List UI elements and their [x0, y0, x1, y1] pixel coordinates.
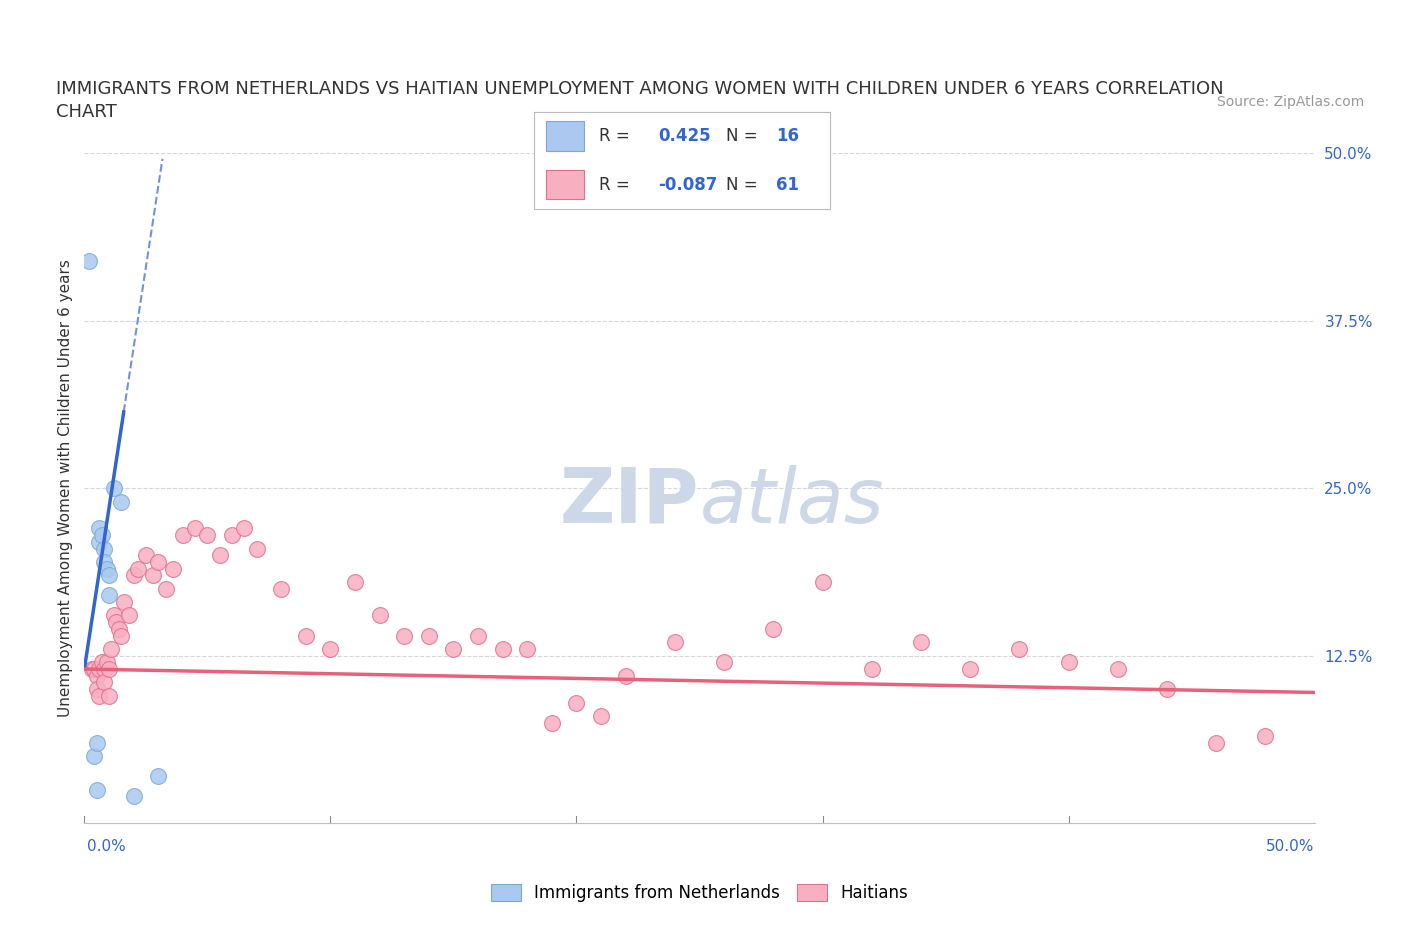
Point [148, 769, 170, 784]
Point [118, 608, 141, 623]
Point [122, 789, 145, 804]
Legend: Immigrants from Netherlands, Haitians: Immigrants from Netherlands, Haitians [484, 877, 915, 909]
Point [96, 655, 118, 670]
Point [103, 608, 125, 623]
Point [443, 642, 465, 657]
Point [98, 688, 121, 703]
Point [93, 554, 115, 569]
Text: 50.0%: 50.0% [1267, 839, 1315, 854]
Point [89, 535, 111, 550]
Point [96, 561, 118, 576]
Point [86, 669, 108, 684]
Point [418, 628, 440, 643]
Point [93, 675, 115, 690]
Point [103, 481, 125, 496]
Point [565, 695, 588, 710]
Point [83, 749, 105, 764]
Text: 0.0%: 0.0% [87, 839, 127, 854]
Point [90, 527, 112, 542]
Point [1008, 642, 1031, 657]
Point [155, 581, 177, 596]
Point [344, 575, 367, 590]
Text: ZIP: ZIP [560, 465, 700, 538]
Point [811, 575, 834, 590]
Point [89, 521, 111, 536]
Point [295, 628, 318, 643]
Text: 0.425: 0.425 [658, 127, 711, 145]
Point [246, 541, 269, 556]
Point [197, 527, 219, 542]
Point [1156, 682, 1178, 697]
Point [614, 669, 637, 684]
Point [142, 568, 165, 583]
Point [516, 642, 538, 657]
Point [1107, 661, 1129, 676]
Text: R =: R = [599, 127, 636, 145]
Text: 16: 16 [776, 127, 800, 145]
Point [270, 581, 292, 596]
Point [541, 715, 564, 730]
Point [105, 615, 128, 630]
Point [110, 494, 132, 509]
Text: N =: N = [725, 176, 763, 193]
Text: N =: N = [725, 127, 763, 145]
Point [184, 521, 207, 536]
Point [89, 688, 111, 703]
Point [110, 628, 132, 643]
Point [93, 541, 115, 556]
Point [664, 635, 686, 650]
Point [1254, 728, 1277, 743]
Point [233, 521, 256, 536]
Point [80, 661, 103, 676]
Point [1057, 655, 1080, 670]
Point [112, 594, 135, 609]
Point [98, 588, 121, 603]
Point [86, 736, 108, 751]
Point [108, 621, 131, 636]
Point [128, 561, 150, 576]
Point [208, 548, 231, 563]
Text: -0.087: -0.087 [658, 176, 717, 193]
Point [122, 568, 145, 583]
Point [98, 568, 121, 583]
Point [172, 527, 194, 542]
Point [394, 628, 416, 643]
Point [162, 561, 184, 576]
Point [90, 655, 112, 670]
Point [910, 635, 932, 650]
Point [319, 642, 342, 657]
Text: IMMIGRANTS FROM NETHERLANDS VS HAITIAN UNEMPLOYMENT AMONG WOMEN WITH CHILDREN UN: IMMIGRANTS FROM NETHERLANDS VS HAITIAN U… [56, 80, 1223, 98]
Text: CHART: CHART [56, 103, 117, 121]
Point [93, 661, 115, 676]
FancyBboxPatch shape [546, 170, 585, 200]
Point [221, 527, 243, 542]
Point [148, 554, 170, 569]
Point [959, 661, 981, 676]
Text: atlas: atlas [700, 465, 884, 538]
Point [713, 655, 735, 670]
Point [100, 642, 122, 657]
Point [86, 682, 108, 697]
Text: Source: ZipAtlas.com: Source: ZipAtlas.com [1216, 95, 1364, 109]
Point [86, 782, 108, 797]
Point [368, 608, 391, 623]
Text: R =: R = [599, 176, 636, 193]
Point [492, 642, 515, 657]
Point [762, 621, 785, 636]
Point [89, 661, 111, 676]
Point [1205, 736, 1227, 751]
Y-axis label: Unemployment Among Women with Children Under 6 years: Unemployment Among Women with Children U… [58, 259, 73, 717]
FancyBboxPatch shape [546, 122, 585, 151]
Point [591, 709, 613, 724]
Point [83, 661, 105, 676]
Point [135, 548, 157, 563]
Text: 61: 61 [776, 176, 800, 193]
Point [98, 661, 121, 676]
Point [860, 661, 883, 676]
Point [79, 253, 101, 268]
Point [467, 628, 489, 643]
